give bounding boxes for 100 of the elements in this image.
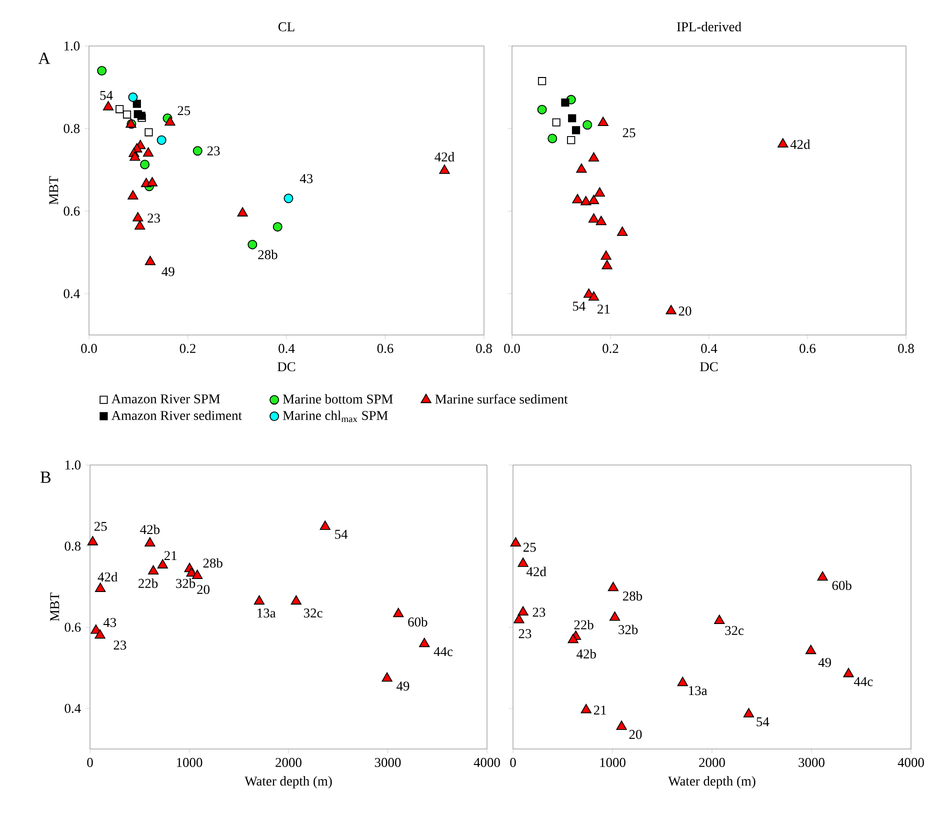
annotation: 49 [396,682,410,691]
y-tick-label: 0.8 [64,542,81,551]
annotation: 21 [164,551,176,560]
point [576,163,587,173]
point [778,138,788,148]
legend-label: Marine surface sediment [435,394,568,404]
point [128,92,138,102]
point [572,194,583,204]
point [157,559,168,568]
point [588,291,600,301]
annotation: 25 [622,128,636,138]
annotation: 32c [304,608,322,618]
point [514,614,524,624]
x-tick-label: 3000 [798,758,824,768]
point [284,194,294,204]
annotation: 13a [258,608,276,618]
point [148,565,159,575]
point [596,216,606,226]
y-tick-label: 0.6 [64,206,80,216]
point [192,146,202,156]
y-tick-label: 0.6 [64,622,81,632]
point [140,160,150,170]
point [144,537,156,547]
annotation: 32b [176,578,196,588]
point [677,676,688,686]
point [382,672,392,682]
x-tick-label: 0 [510,758,516,768]
point [102,101,114,110]
point [616,720,627,730]
point [320,520,330,530]
y-tick-label: 1.0 [65,460,81,470]
point [594,187,605,197]
point [806,644,816,654]
annotation: 23 [518,629,532,638]
annotation: 54 [756,717,770,726]
point [572,126,580,134]
chart-title: CL [278,22,294,32]
point [617,226,628,236]
annotation: 54 [335,530,348,539]
point [518,558,528,567]
x-tick-label: 0.8 [476,344,492,354]
point [602,260,612,270]
point [568,114,576,122]
point [666,305,676,314]
annotation: 42d [98,572,118,582]
x-tick-label: 0.4 [278,344,295,354]
x-tick-label: 0.6 [377,344,394,354]
x-tick-label: 0.8 [898,344,914,354]
point [192,570,203,580]
point [548,134,558,144]
annotation: 22b [138,578,158,588]
x-axis-title: DC [278,362,296,372]
annotation: 49 [818,658,831,668]
point [248,240,258,250]
point [580,704,592,714]
point [134,220,146,230]
point [156,135,166,145]
annotation: 28b [258,250,278,260]
point [237,207,248,216]
x-tick-label: 0.2 [180,344,196,354]
point [817,571,828,581]
annotation: 25 [523,542,536,552]
x-tick-label: 1000 [600,758,626,768]
x-tick-label: 0.0 [81,344,97,354]
x-tick-label: 4000 [474,758,500,768]
point [510,537,521,547]
annotation: 60b [832,580,852,590]
point [94,629,106,639]
annotation: 25 [178,106,190,116]
x-axis-title: Water depth (m) [244,776,332,788]
annotation: 21 [598,304,610,314]
point [132,100,141,108]
annotation: 42b [140,524,160,534]
x-tick-label: 1000 [176,758,202,768]
legend-label: Amazon River sediment [111,410,242,420]
x-tick-label: 0.0 [504,344,520,354]
point [439,164,450,174]
text: B [40,472,50,483]
x-tick-label: 0 [87,758,93,768]
annotation: 25 [94,522,107,531]
annotation: 23 [114,640,126,650]
point [600,250,612,260]
point [843,668,854,678]
annotation: 21 [594,706,606,715]
point [537,104,547,114]
annotation: 23 [207,146,220,156]
chart-title: IPL-derived [677,22,742,32]
point [272,222,282,232]
point [116,105,124,114]
point [609,612,620,621]
annotation: 28b [203,558,222,568]
x-axis-title: DC [700,362,718,372]
annotation: 32b [618,624,638,634]
point [743,708,754,718]
point [419,638,430,648]
annotation: 42d [790,140,810,149]
point [132,212,144,222]
point [567,136,576,144]
x-tick-label: 0.6 [800,344,816,354]
point [254,595,265,605]
